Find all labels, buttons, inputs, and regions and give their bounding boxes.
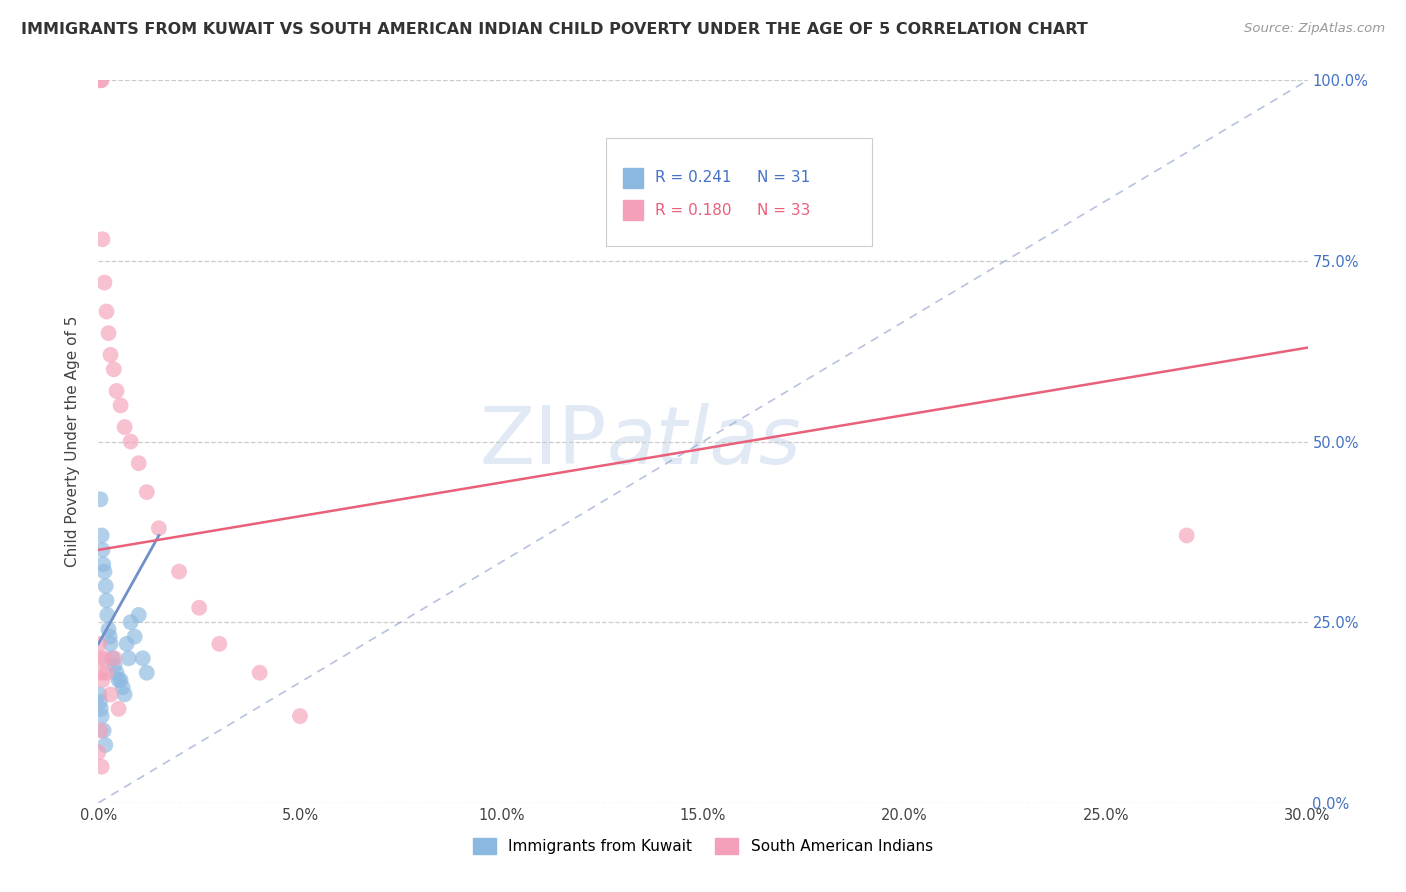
Point <box>90 73 112 87</box>
Text: N = 33: N = 33 <box>758 202 811 218</box>
Point <box>90 760 112 774</box>
Point <box>90 709 112 723</box>
Point <box>91 673 114 687</box>
Point <box>91 232 114 246</box>
Text: atlas: atlas <box>606 402 801 481</box>
Point <box>148 521 170 535</box>
Point <box>128 456 150 470</box>
Point <box>93 651 115 665</box>
Point <box>90 665 112 680</box>
Point <box>94 579 117 593</box>
Point <box>89 723 111 738</box>
Point <box>110 398 132 412</box>
Text: R = 0.241: R = 0.241 <box>655 170 731 186</box>
Point <box>103 651 125 665</box>
Point <box>96 304 118 318</box>
Point <box>94 738 117 752</box>
Point <box>103 658 125 673</box>
Point <box>118 651 141 665</box>
Point <box>89 492 111 507</box>
Point <box>89 695 111 709</box>
Point <box>114 687 136 701</box>
Point <box>135 485 157 500</box>
Point <box>96 607 118 622</box>
Legend: Immigrants from Kuwait, South American Indians: Immigrants from Kuwait, South American I… <box>467 832 939 860</box>
Point <box>97 326 120 341</box>
Point <box>107 702 129 716</box>
Point <box>97 623 120 637</box>
Point <box>89 637 111 651</box>
Point <box>249 665 271 680</box>
Point <box>93 276 115 290</box>
Point <box>100 637 122 651</box>
Point <box>98 630 121 644</box>
Point <box>110 673 132 687</box>
Point <box>100 348 122 362</box>
Point <box>90 702 112 716</box>
Point <box>89 73 111 87</box>
Point <box>105 665 128 680</box>
Point <box>91 558 114 572</box>
Point <box>93 565 115 579</box>
Point <box>103 362 125 376</box>
Text: R = 0.180: R = 0.180 <box>655 202 731 218</box>
Point <box>107 673 129 687</box>
Point <box>135 665 157 680</box>
FancyBboxPatch shape <box>606 138 872 246</box>
Point <box>208 637 231 651</box>
Point <box>111 680 134 694</box>
Point <box>115 637 138 651</box>
Point <box>120 615 142 630</box>
Text: Source: ZipAtlas.com: Source: ZipAtlas.com <box>1244 22 1385 36</box>
Point <box>120 434 142 449</box>
Text: ZIP: ZIP <box>479 402 606 481</box>
Point <box>167 565 190 579</box>
Point <box>1175 528 1198 542</box>
Point <box>89 651 111 665</box>
Point <box>87 745 110 759</box>
Point <box>93 723 115 738</box>
Point <box>132 651 155 665</box>
Point <box>105 384 128 398</box>
Point <box>89 687 111 701</box>
Point <box>101 651 124 665</box>
Point <box>114 420 136 434</box>
Point <box>188 600 211 615</box>
Point <box>90 528 112 542</box>
Text: IMMIGRANTS FROM KUWAIT VS SOUTH AMERICAN INDIAN CHILD POVERTY UNDER THE AGE OF 5: IMMIGRANTS FROM KUWAIT VS SOUTH AMERICAN… <box>21 22 1088 37</box>
Point <box>128 607 150 622</box>
Y-axis label: Child Poverty Under the Age of 5: Child Poverty Under the Age of 5 <box>65 316 80 567</box>
Point <box>96 593 118 607</box>
Point <box>96 665 118 680</box>
Point <box>288 709 311 723</box>
Text: N = 31: N = 31 <box>758 170 811 186</box>
Point <box>100 687 122 701</box>
Point <box>91 542 114 557</box>
Point <box>124 630 146 644</box>
